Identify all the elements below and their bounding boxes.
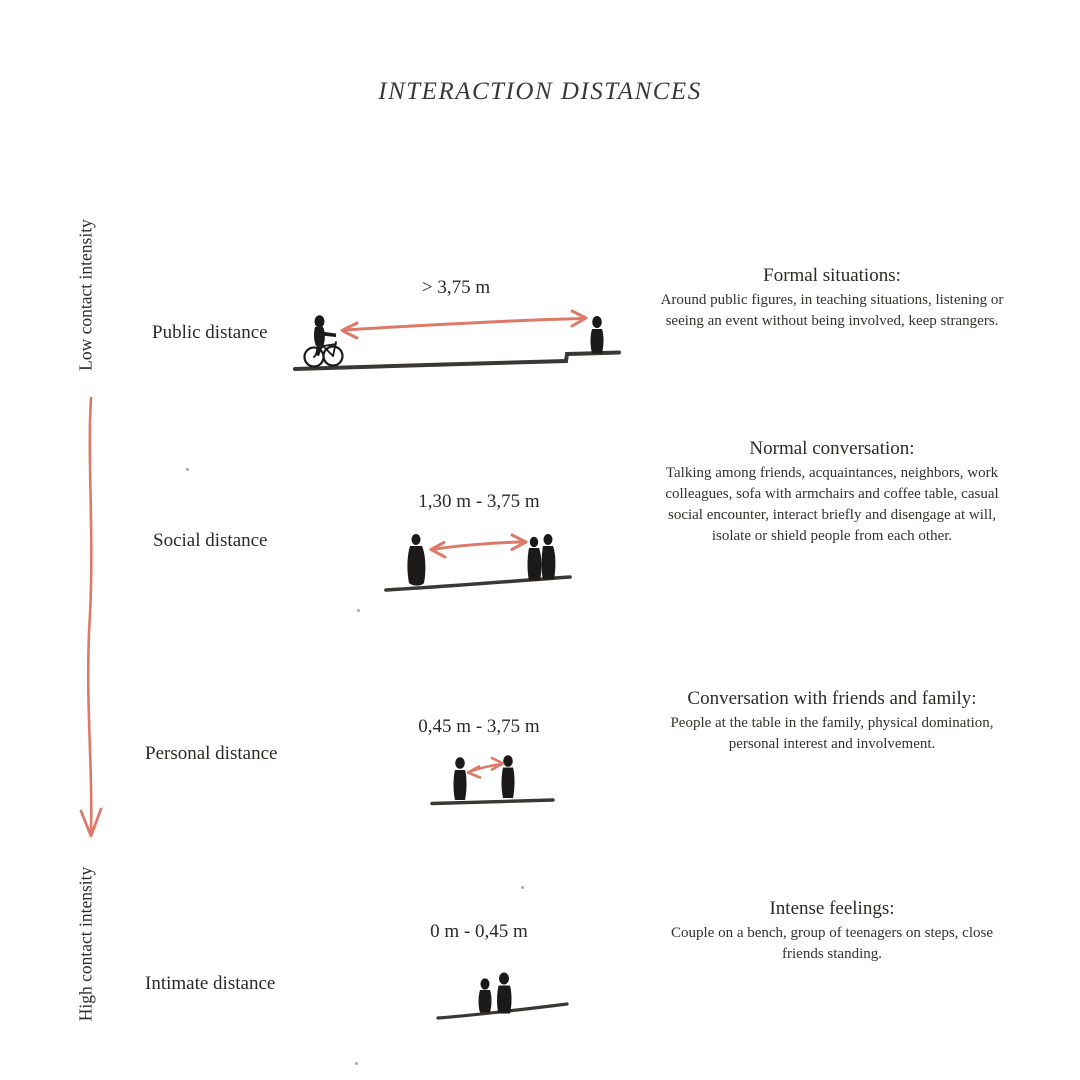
- person-with-bicycle-and-standing-person-icon: [293, 309, 621, 371]
- description-block-intimate: Intense feelings: Couple on a bench, gro…: [632, 897, 1032, 965]
- ink-speck: [355, 1062, 358, 1065]
- page-title: INTERACTION DISTANCES: [378, 78, 702, 105]
- description-body: Around public figures, in teaching situa…: [660, 292, 1004, 329]
- description-body: Talking among friends, acquaintances, ne…: [665, 465, 999, 544]
- description-block-personal: Conversation with friends and family: Pe…: [632, 687, 1032, 755]
- contact-intensity-arrow-icon: [79, 396, 103, 838]
- row-label-intimate-distance: Intimate distance: [145, 973, 276, 994]
- ink-speck: [521, 886, 524, 889]
- description-heading: Formal situations:: [763, 265, 901, 286]
- distance-value-public: > 3,75 m: [421, 277, 491, 298]
- row-label-public-distance: Public distance: [152, 322, 268, 343]
- ink-speck: [357, 609, 360, 612]
- row-label-social-distance: Social distance: [153, 530, 268, 551]
- axis-label-high-intensity: High contact intensity: [75, 866, 96, 1022]
- seated-person-facing-seated-pair-icon: [384, 533, 572, 592]
- description-block-social: Normal conversation: Talking among frien…: [632, 437, 1032, 547]
- distance-value-intimate: 0 m - 0,45 m: [430, 921, 528, 942]
- description-heading: Intense feelings:: [769, 898, 895, 919]
- description-body: People at the table in the family, physi…: [670, 715, 994, 752]
- description-block-public: Formal situations: Around public figures…: [632, 264, 1032, 332]
- distance-value-social: 1,30 m - 3,75 m: [418, 491, 540, 512]
- axis-label-low-intensity: Low contact intensity: [75, 219, 96, 371]
- ink-speck: [186, 468, 189, 471]
- description-heading: Conversation with friends and family:: [687, 688, 977, 709]
- distance-value-personal: 0,45 m - 3,75 m: [418, 716, 540, 737]
- two-standing-people-icon: [430, 755, 555, 806]
- description-body: Couple on a bench, group of teenagers on…: [671, 925, 993, 962]
- description-heading: Normal conversation:: [749, 438, 915, 459]
- two-people-standing-close-icon: [436, 972, 569, 1020]
- row-label-personal-distance: Personal distance: [145, 743, 278, 764]
